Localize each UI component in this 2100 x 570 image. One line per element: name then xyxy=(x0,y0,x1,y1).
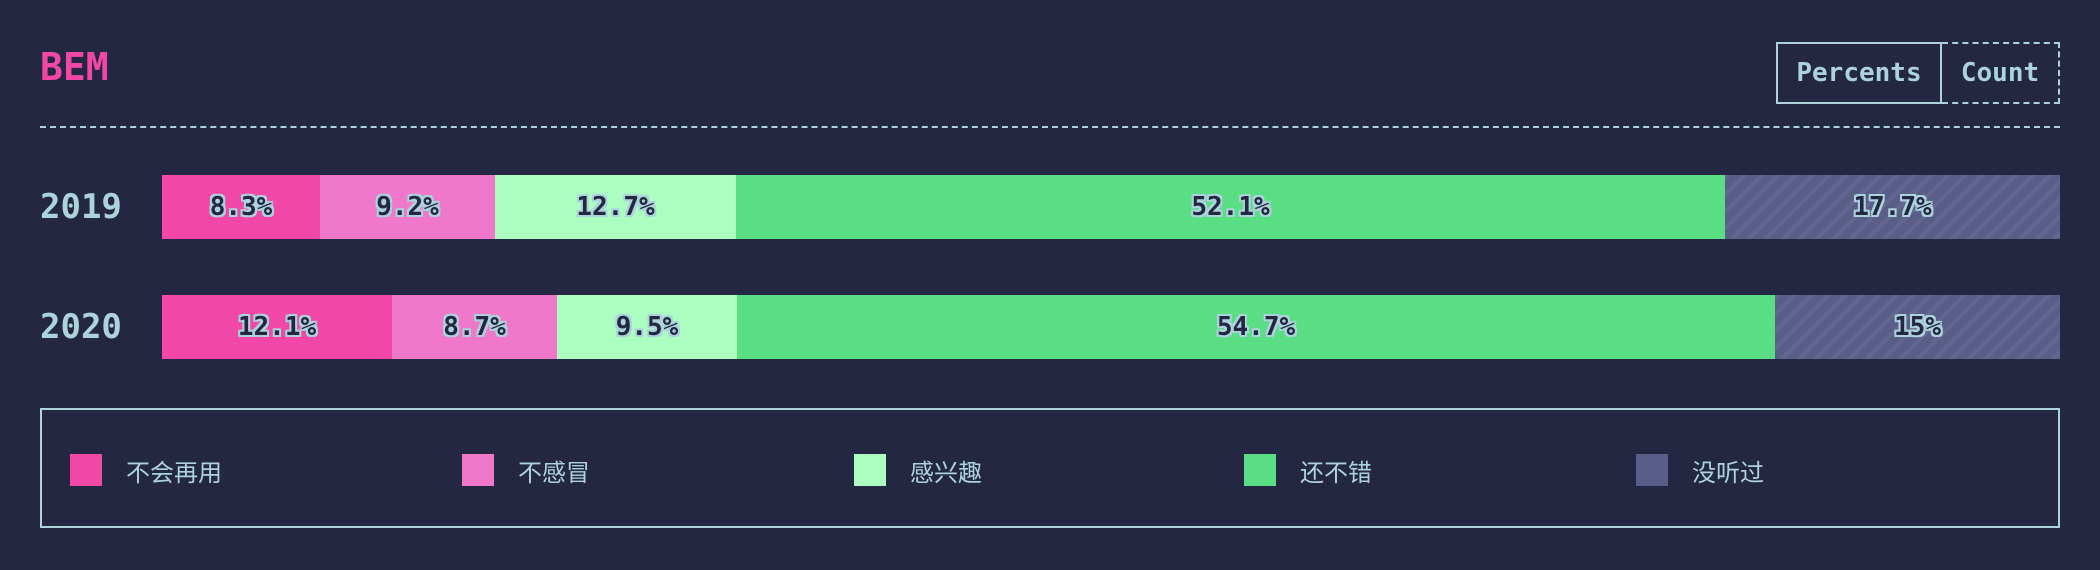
data-label: 9.2% xyxy=(376,192,439,222)
data-label: 52.1% xyxy=(1191,192,1270,222)
legend-swatch xyxy=(854,454,886,486)
bar-segment[interactable]: 54.7% xyxy=(737,295,1775,359)
stacked-bar: 12.1% 8.7% 9.5% 54.7% 15% xyxy=(162,295,2060,359)
legend-label: 感兴趣 xyxy=(910,458,982,487)
legend-label: 不感冒 xyxy=(518,458,590,487)
legend-swatch xyxy=(70,454,102,486)
bar-segment[interactable]: 17.7% xyxy=(1725,175,2060,239)
legend-item[interactable]: 感兴趣 xyxy=(854,454,982,487)
legend-item[interactable]: 不感冒 xyxy=(462,454,590,487)
bar-segment[interactable]: 52.1% xyxy=(736,175,1725,239)
legend-item[interactable]: 不会再用 xyxy=(70,454,222,487)
chart-title: BEM xyxy=(40,45,109,89)
category-label: 2019 xyxy=(40,187,122,227)
chart-legend: 不会再用 不感冒 感兴趣 还不错 没听过 xyxy=(40,408,2060,528)
data-label: 8.3% xyxy=(209,192,273,222)
bar-segment[interactable]: 12.1% xyxy=(162,295,392,359)
percents-button[interactable]: Percents xyxy=(1776,42,1942,104)
legend-label: 没听过 xyxy=(1692,458,1764,487)
legend-label: 不会再用 xyxy=(126,458,222,487)
bar-segment[interactable]: 9.5% xyxy=(557,295,737,359)
data-label: 54.7% xyxy=(1216,312,1296,342)
count-button[interactable]: Count xyxy=(1942,42,2060,104)
bar-segment[interactable]: 12.7% xyxy=(495,175,736,239)
legend-item[interactable]: 还不错 xyxy=(1244,454,1372,487)
legend-swatch xyxy=(462,454,494,486)
bar-segment[interactable]: 8.7% xyxy=(392,295,557,359)
data-label: 12.7% xyxy=(576,192,655,222)
legend-swatch xyxy=(1636,454,1668,486)
bar-segment[interactable]: 8.3% xyxy=(162,175,320,239)
bar-segment[interactable]: 9.2% xyxy=(320,175,495,239)
bar-segment[interactable]: 15% xyxy=(1775,295,2060,359)
data-label: 8.7% xyxy=(443,312,506,342)
legend-item[interactable]: 没听过 xyxy=(1636,454,1764,487)
data-label: 15% xyxy=(1894,312,1941,342)
stacked-bar: 8.3% 9.2% 12.7% 52.1% 17.7% xyxy=(162,175,2060,239)
category-label: 2020 xyxy=(40,307,122,347)
data-label: 12.1% xyxy=(237,312,317,342)
data-label: 9.5% xyxy=(615,312,679,342)
unit-toggle: Percents Count xyxy=(1776,42,2060,104)
legend-label: 还不错 xyxy=(1300,458,1372,487)
data-label: 17.7% xyxy=(1853,192,1932,222)
legend-swatch xyxy=(1244,454,1276,486)
header-divider xyxy=(40,126,2060,128)
